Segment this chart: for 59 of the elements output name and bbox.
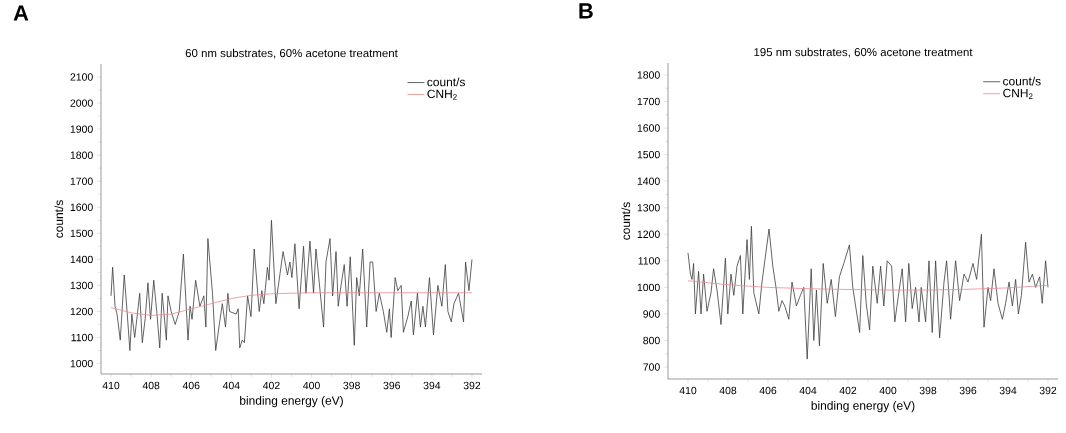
chart-title: 60 nm substrates, 60% acetone treatment bbox=[185, 48, 398, 59]
chart-title: 195 nm substrates, 60% acetone treatment bbox=[754, 47, 973, 58]
x-tick-label: 392 bbox=[463, 381, 481, 390]
y-tick-label: 1600 bbox=[70, 203, 93, 211]
legend-label: CNH$_{2}$ bbox=[427, 89, 457, 100]
x-tick-label: 408 bbox=[142, 381, 160, 390]
y-tick-label: 1000 bbox=[70, 359, 93, 368]
line-series bbox=[687, 225, 1049, 360]
x-axis-title: binding energy (eV) bbox=[811, 401, 915, 413]
legend-label: count/s bbox=[427, 77, 465, 87]
x-tick-label: 394 bbox=[999, 386, 1017, 395]
y-tick-label: 1900 bbox=[70, 125, 93, 133]
y-tick-label: 1300 bbox=[637, 204, 660, 212]
x-tick-label: 404 bbox=[799, 386, 817, 395]
y-tick-label: 1200 bbox=[637, 230, 660, 238]
y-tick-label: 1700 bbox=[70, 177, 93, 185]
y-tick-label: 2100 bbox=[70, 73, 93, 81]
y-tick-label: 1500 bbox=[70, 229, 93, 238]
y-tick-label: 1300 bbox=[70, 281, 93, 290]
y-tick-label: 1600 bbox=[637, 124, 660, 132]
y-axis-title: count/s bbox=[54, 200, 64, 238]
y-tick-label: 1800 bbox=[70, 151, 93, 159]
y-tick-label: 1800 bbox=[637, 71, 660, 79]
text: A bbox=[13, 5, 29, 21]
legend-label: count/s bbox=[1003, 76, 1041, 86]
y-tick-label: 700 bbox=[643, 363, 660, 371]
line-series bbox=[687, 280, 1049, 291]
y-tick-label: 1700 bbox=[637, 97, 660, 106]
y-axis-title: count/s bbox=[621, 202, 631, 240]
y-tick-label: 900 bbox=[643, 310, 660, 318]
y-tick-label: 1400 bbox=[70, 255, 93, 264]
x-tick-label: 398 bbox=[919, 386, 937, 395]
x-tick-label: 394 bbox=[423, 381, 441, 390]
x-tick-label: 406 bbox=[182, 381, 200, 390]
x-tick-label: 396 bbox=[959, 386, 977, 395]
y-tick-label: 1000 bbox=[637, 283, 660, 292]
y-tick-label: 1100 bbox=[638, 257, 660, 265]
x-tick-label: 396 bbox=[383, 381, 401, 390]
x-axis-title: binding energy (eV) bbox=[240, 396, 343, 408]
legend-label: CNH$_{2}$ bbox=[1003, 88, 1033, 99]
y-tick-label: 1500 bbox=[637, 150, 660, 159]
x-tick-label: 398 bbox=[343, 381, 360, 390]
x-tick-label: 402 bbox=[262, 381, 280, 390]
x-tick-label: 408 bbox=[719, 386, 737, 395]
x-tick-label: 404 bbox=[222, 381, 240, 390]
x-tick-label: 392 bbox=[1039, 386, 1057, 395]
y-tick-label: 800 bbox=[643, 336, 660, 345]
x-tick-label: 400 bbox=[303, 381, 320, 390]
y-tick-label: 1200 bbox=[70, 307, 93, 316]
x-tick-label: 406 bbox=[759, 386, 777, 395]
text: B bbox=[579, 3, 593, 19]
y-tick-label: 1100 bbox=[71, 333, 93, 342]
x-tick-label: 400 bbox=[879, 386, 897, 395]
line-series bbox=[110, 219, 473, 351]
x-tick-label: 410 bbox=[102, 381, 120, 390]
x-tick-label: 410 bbox=[679, 386, 697, 395]
y-tick-label: 1400 bbox=[637, 177, 660, 185]
x-tick-label: 402 bbox=[839, 386, 857, 395]
y-tick-label: 2000 bbox=[70, 99, 93, 107]
